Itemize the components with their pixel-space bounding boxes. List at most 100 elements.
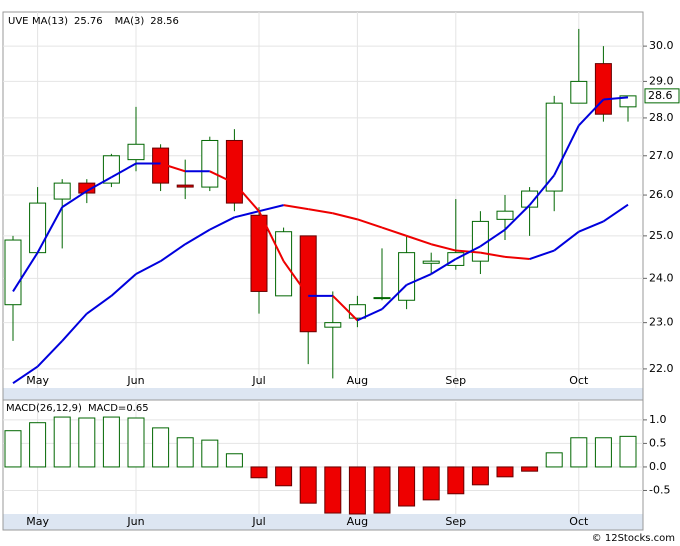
macd-bar [53, 416, 71, 468]
macd-value-name: MACD= [88, 403, 126, 414]
ma-line [209, 170, 235, 185]
candle-body [422, 260, 440, 264]
y-tick-label: 26.0 [649, 188, 674, 201]
legend-name: MA(13) [32, 16, 68, 27]
ma-line [504, 255, 530, 261]
x-axis-band [3, 388, 643, 400]
macd-bar [250, 466, 268, 479]
ma-line [381, 226, 407, 237]
ma-line [528, 174, 555, 206]
ma-line [61, 190, 88, 208]
macd-bar [422, 466, 440, 501]
ma-line [406, 273, 432, 286]
macd-bar [471, 466, 489, 486]
macd-bar [447, 466, 465, 495]
x-tick-label: Oct [569, 374, 589, 387]
x-tick-label: Jul [251, 374, 265, 387]
x-tick-label: Aug [347, 515, 368, 528]
macd-bar [373, 466, 391, 514]
ma-line [86, 176, 112, 192]
macd-bar [398, 466, 416, 507]
ma-line [308, 208, 333, 215]
last-price: 28.6 [648, 89, 673, 102]
macd-bar [496, 466, 514, 478]
y-tick-label: 27.0 [649, 149, 674, 162]
y-tick-label: 28.0 [649, 111, 674, 124]
y-tick-label: -0.5 [649, 483, 670, 496]
candle-body [496, 210, 514, 220]
x-tick-label: Aug [347, 374, 368, 387]
ma-line [357, 218, 383, 229]
ma-line [234, 210, 260, 219]
legend-value: 28.56 [150, 16, 179, 27]
macd-bar [570, 437, 588, 468]
ticker: UVE [8, 16, 28, 27]
candle-body [4, 239, 22, 306]
candle-body [471, 220, 489, 262]
candle-body [594, 63, 612, 115]
legend-value: 25.76 [74, 16, 103, 27]
ma-line [480, 251, 506, 258]
candle-body [53, 182, 71, 200]
ma-line [578, 220, 604, 233]
x-tick-label: Jun [126, 374, 144, 387]
macd-bar [275, 466, 293, 487]
ma-line [209, 216, 235, 231]
ma-line [258, 204, 284, 213]
ma-line [258, 210, 285, 262]
ma-line [160, 162, 186, 173]
candle-body [176, 184, 194, 188]
ma-line [356, 308, 383, 322]
ma-line [603, 96, 629, 101]
y-tick-label: 30.0 [649, 39, 674, 52]
macd-bar [4, 430, 22, 468]
macd-bar [348, 466, 366, 515]
x-tick-label: Jun [126, 515, 144, 528]
candle-body [29, 202, 47, 254]
macd-bar [299, 466, 317, 504]
candle-body [521, 190, 539, 208]
y-tick-label: 0.0 [649, 460, 667, 473]
ma-line [381, 284, 408, 310]
ma-line [553, 124, 580, 176]
y-tick-label: 22.0 [649, 362, 674, 375]
candle-body [570, 80, 588, 104]
x-tick-label: Sep [445, 515, 466, 528]
last-price-box [644, 88, 680, 104]
macd-bar [619, 435, 637, 468]
candle-body [201, 139, 219, 188]
ma-line [160, 243, 186, 262]
ma-line [578, 98, 605, 127]
ma-line [332, 212, 358, 221]
x-tick-label: Jul [251, 515, 265, 528]
ma-line [233, 182, 260, 212]
legend-name: MA(3) [115, 16, 145, 27]
ma-line [455, 245, 481, 260]
footer: © 12Stocks.com [592, 533, 675, 544]
ma-line [283, 204, 309, 211]
candle-body [250, 214, 268, 292]
ma-line [36, 340, 63, 368]
x-axis-band [3, 514, 643, 530]
candle-body [299, 235, 317, 333]
ma-line [135, 260, 162, 275]
ma-line [602, 203, 629, 223]
macd-bar [324, 466, 342, 514]
ma-line [406, 234, 432, 246]
ma-line [110, 162, 137, 179]
ma-line [86, 295, 112, 315]
ma-line [504, 204, 531, 231]
x-tick-label: May [26, 374, 49, 387]
macd-bar [545, 452, 563, 468]
candle-body [275, 231, 293, 297]
candle-body [324, 322, 342, 328]
y-tick-label: 23.0 [649, 316, 674, 329]
candle-body [225, 139, 243, 204]
macd-title: MACD(26,12,9) [6, 403, 82, 414]
macd-bar [594, 437, 612, 468]
x-tick-label: Oct [569, 515, 589, 528]
ma-line [282, 260, 310, 297]
ma-line [332, 295, 359, 322]
macd-bar [152, 427, 170, 468]
ma-line [529, 249, 555, 260]
